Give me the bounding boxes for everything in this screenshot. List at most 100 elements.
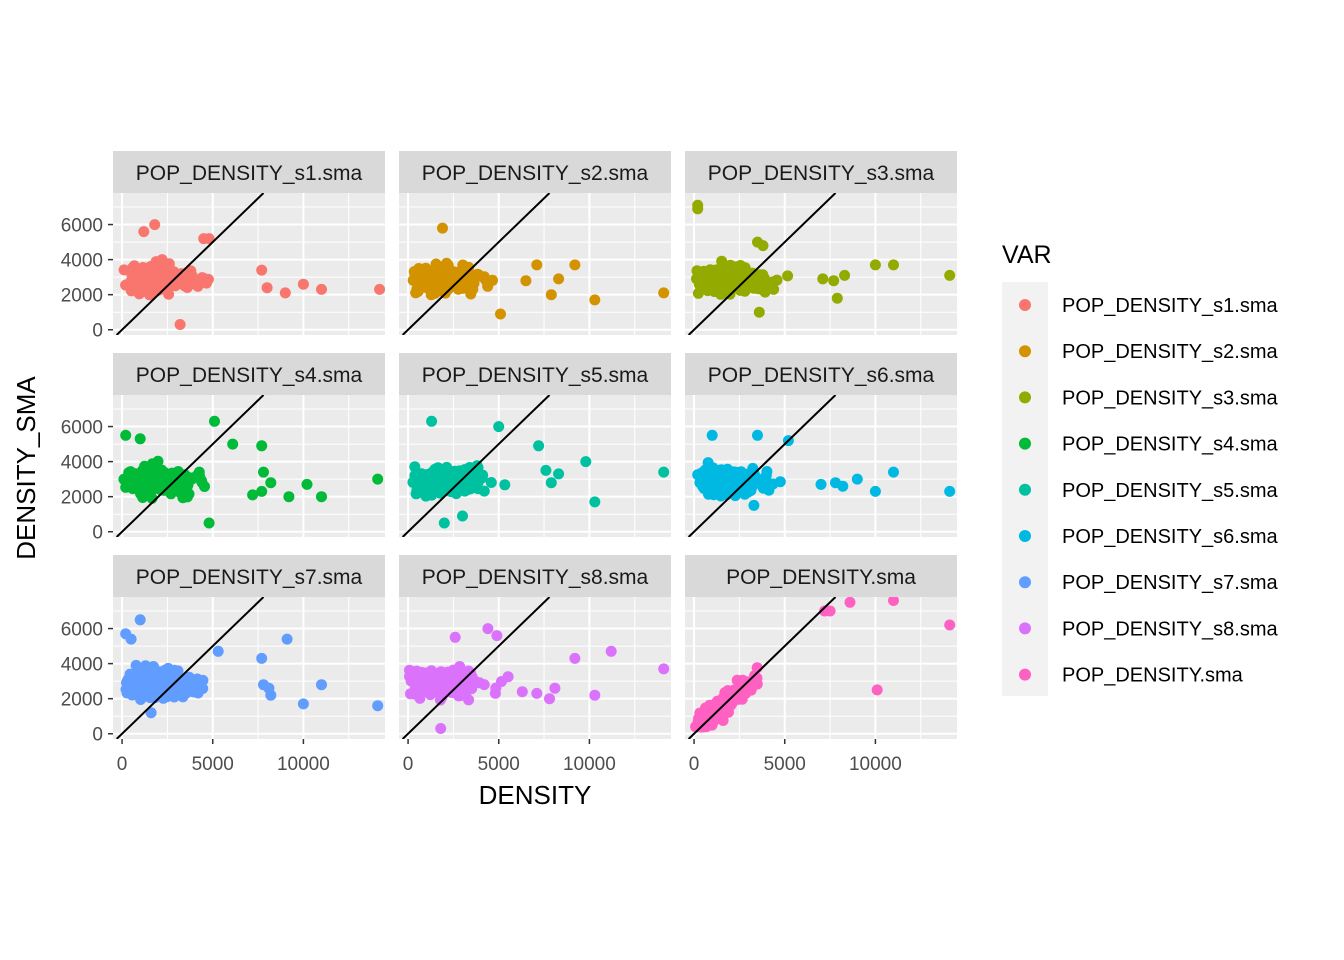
data-point <box>837 480 849 492</box>
legend-key <box>1019 576 1031 589</box>
legend-label: POP_DENSITY_s1.sma <box>1062 295 1279 317</box>
reference-line <box>401 597 551 739</box>
data-point <box>851 473 863 485</box>
facet-strip-label: POP_DENSITY_s3.sma <box>708 162 935 185</box>
reference-line <box>115 193 265 335</box>
data-point <box>118 264 130 276</box>
data-point <box>491 630 503 642</box>
data-point <box>188 686 200 698</box>
data-point <box>411 283 423 295</box>
data-point <box>182 672 194 684</box>
data-point <box>407 274 419 286</box>
data-point <box>828 275 840 287</box>
y-tick-label: 2000 <box>61 488 103 509</box>
facet-strip <box>685 353 957 395</box>
data-point <box>553 273 565 285</box>
data-point <box>372 700 384 712</box>
y-tick-label: 4000 <box>61 655 103 676</box>
x-tick-label: 5000 <box>478 754 520 775</box>
data-point <box>409 674 421 686</box>
reference-line <box>687 193 837 335</box>
reference-line <box>401 193 551 335</box>
data-point <box>716 270 728 282</box>
y-tick-label: 0 <box>92 523 103 544</box>
facet-strip <box>685 555 957 597</box>
data-point <box>472 462 484 474</box>
data-point <box>553 468 565 480</box>
data-point <box>658 466 670 478</box>
data-point <box>482 623 494 635</box>
data-point <box>477 271 489 283</box>
reference-line <box>687 597 837 739</box>
legend-key <box>1019 530 1031 542</box>
x-tick-label: 5000 <box>764 754 806 775</box>
data-point <box>544 693 555 705</box>
data-point <box>426 271 438 283</box>
facet-strip-label: POP_DENSITY_s7.sma <box>136 566 363 589</box>
data-point <box>589 689 601 701</box>
panel-points <box>120 614 384 719</box>
data-point <box>261 282 273 294</box>
panel-grid <box>113 193 385 335</box>
reference-line <box>401 395 551 537</box>
data-point <box>138 226 150 238</box>
data-point <box>201 277 212 289</box>
data-point <box>374 283 385 295</box>
panel-points <box>118 415 384 529</box>
y-axis-title: DENSITY_SMA <box>11 376 41 560</box>
y-tick-label: 6000 <box>61 216 103 237</box>
data-point <box>844 597 856 608</box>
data-point <box>495 308 506 320</box>
data-point <box>414 692 426 704</box>
data-point <box>888 259 899 271</box>
data-point <box>297 278 309 290</box>
data-point <box>449 631 461 643</box>
data-point <box>569 259 581 271</box>
x-tick-label: 10000 <box>277 754 330 775</box>
data-point <box>549 682 561 694</box>
data-point <box>702 474 714 486</box>
legend-key <box>1019 345 1031 358</box>
data-point <box>752 429 763 441</box>
facet-panels: POP_DENSITY_s1.sma0200040006000POP_DENSI… <box>61 151 957 775</box>
data-point <box>944 619 956 631</box>
data-point <box>489 687 501 699</box>
data-point <box>692 287 704 299</box>
panel-points <box>404 623 670 734</box>
legend-label: POP_DENSITY_s6.sma <box>1062 526 1279 548</box>
data-point <box>256 440 268 452</box>
facet-strip <box>685 151 957 193</box>
legend: VAR POP_DENSITY_s1.sma POP_DENSITY_s2.sma… <box>1002 241 1279 696</box>
data-point <box>137 275 149 287</box>
data-point <box>888 466 899 478</box>
data-point <box>265 689 277 701</box>
data-point <box>173 486 185 498</box>
data-point <box>493 421 505 433</box>
data-point <box>580 456 592 468</box>
facet-panel: POP_DENSITY.sma 0 5000 10000 <box>685 555 957 775</box>
data-point <box>190 677 202 689</box>
facet-strip-label: POP_DENSITY.sma <box>726 566 916 589</box>
data-point <box>426 287 438 299</box>
data-point <box>469 271 481 283</box>
data-point <box>435 666 447 678</box>
facet-strip <box>399 353 671 395</box>
facet-strip-label: POP_DENSITY_s5.sma <box>422 364 649 387</box>
x-axis-title: DENSITY <box>479 780 592 810</box>
data-point <box>194 471 206 483</box>
facet-strip <box>399 151 671 193</box>
data-point <box>463 694 475 706</box>
data-point <box>157 267 169 279</box>
data-point <box>703 703 714 715</box>
y-tick-label: 4000 <box>61 251 103 272</box>
facet-strip <box>113 151 385 193</box>
data-point <box>463 282 475 294</box>
data-point <box>439 268 451 280</box>
data-point <box>695 467 707 479</box>
data-point <box>454 661 466 672</box>
x-tick-label: 0 <box>403 754 414 775</box>
data-point <box>138 284 150 295</box>
legend-key <box>1019 622 1031 635</box>
y-tick-label: 2000 <box>61 690 103 711</box>
legend-items: POP_DENSITY_s1.sma POP_DENSITY_s2.sma POP_… <box>1019 295 1279 687</box>
